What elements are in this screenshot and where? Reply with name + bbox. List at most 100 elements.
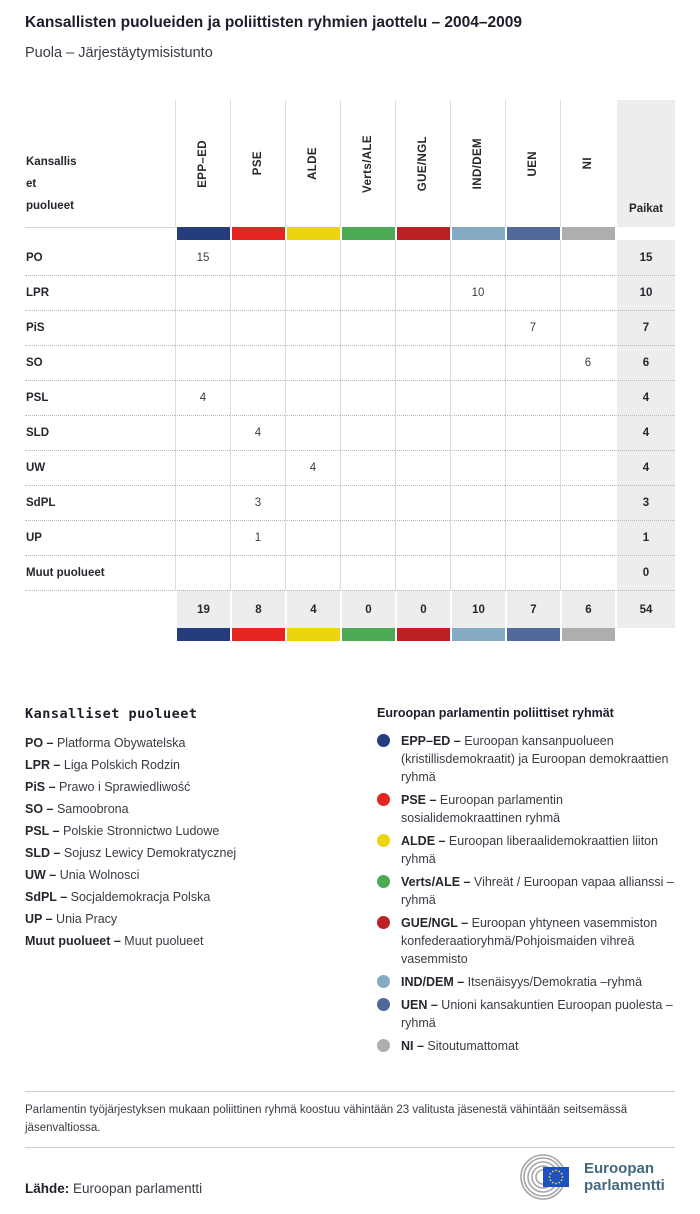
group-color-dot-icon: [377, 916, 390, 929]
seat-cell-EPP–ED: [175, 555, 230, 590]
seat-cell-EPP–ED: [175, 275, 230, 310]
seat-cell-Verts/ALE: [340, 450, 395, 485]
seat-cell-IND/DEM: [450, 380, 505, 415]
national-parties-legend-items: PO – Platforma Obywatelska LPR – Liga Pol…: [25, 732, 365, 952]
seat-cell-NI: [560, 275, 615, 310]
party-legend-item: UP – Unia Pracy: [25, 912, 118, 926]
row-label: SO: [25, 345, 175, 380]
seats-column-block: [615, 227, 675, 240]
seat-cell-NI: 6: [560, 345, 615, 380]
seat-cell-EPP–ED: [175, 485, 230, 520]
seat-cell-UEN: [505, 520, 560, 555]
group-legend-text: PSE – Euroopan parlamentin sosialidemokr…: [401, 793, 563, 825]
group-legend-item: ALDE – Euroopan liberaalidemokraattien l…: [377, 832, 677, 868]
group-color-dot-icon: [377, 834, 390, 847]
seat-cell-GUE/NGL: [395, 555, 450, 590]
group-legend-item: NI – Sitoutumattomat: [377, 1037, 677, 1055]
seat-cell-Verts/ALE: [340, 380, 395, 415]
group-legend-text: IND/DEM – Itsenäisyys/Demokratia –ryhmä: [401, 975, 643, 989]
seat-cell-ALDE: [285, 520, 340, 555]
seat-distribution-table: Kansallis et puolueet EPP–ED PSE ALDE Verts/AL…: [25, 100, 675, 641]
party-legend-item: Muut puolueet – Muut puolueet: [25, 934, 204, 948]
totals-row-spacer: [25, 590, 175, 628]
row-total: 4: [615, 415, 675, 450]
column-header-IND/DEM: IND/DEM: [450, 100, 505, 227]
seat-cell-Verts/ALE: [340, 240, 395, 275]
row-label: Muut puolueet: [25, 555, 175, 590]
group-color-dot-icon: [377, 793, 390, 806]
row-label: SLD: [25, 415, 175, 450]
seat-cell-IND/DEM: [450, 555, 505, 590]
seat-cell-UEN: [505, 555, 560, 590]
table-row-header: Kansallis et puolueet: [26, 156, 77, 212]
seat-cell-EPP–ED: 15: [175, 240, 230, 275]
seat-cell-Verts/ALE: [340, 275, 395, 310]
seat-cell-IND/DEM: [450, 485, 505, 520]
seat-cell-IND/DEM: [450, 415, 505, 450]
seat-cell-UEN: [505, 415, 560, 450]
bar-row-spacer: [25, 227, 175, 240]
group-color-bar-IND/DEM: [450, 628, 505, 641]
row-label: UW: [25, 450, 175, 485]
seat-cell-ALDE: [285, 380, 340, 415]
group-legend-item: GUE/NGL – Euroopan yhtyneen vasemmiston …: [377, 914, 677, 968]
seat-cell-ALDE: [285, 240, 340, 275]
seat-cell-IND/DEM: [450, 520, 505, 555]
seat-cell-PSE: 1: [230, 520, 285, 555]
seat-cell-PSE: [230, 275, 285, 310]
group-color-bar-GUE/NGL: [395, 628, 450, 641]
group-legend-text: ALDE – Euroopan liberaalidemokraattien l…: [401, 834, 659, 866]
group-legend-item: Verts/ALE – Vihreät / Euroopan vapaa all…: [377, 873, 677, 909]
group-color-bar-PSE: [230, 227, 285, 240]
column-header-Verts/ALE: Verts/ALE: [340, 100, 395, 227]
column-header-UEN: UEN: [505, 100, 560, 227]
party-legend-item: SLD – Sojusz Lewicy Demokratycznej: [25, 846, 237, 860]
seats-column-block: [615, 628, 675, 641]
group-color-bar-PSE: [230, 628, 285, 641]
group-color-bar-NI: [560, 628, 615, 641]
seat-cell-GUE/NGL: [395, 415, 450, 450]
seat-cell-NI: [560, 450, 615, 485]
logo-wordmark-line2: parlamentti: [584, 1177, 665, 1194]
seat-cell-Verts/ALE: [340, 310, 395, 345]
seat-cell-GUE/NGL: [395, 520, 450, 555]
group-color-dot-icon: [377, 1039, 390, 1052]
row-total: 6: [615, 345, 675, 380]
row-label: PSL: [25, 380, 175, 415]
logo-wordmark-line1: Euroopan: [584, 1160, 654, 1177]
group-color-dot-icon: [377, 875, 390, 888]
group-total-GUE/NGL: 0: [395, 590, 450, 628]
political-groups-legend-heading: Euroopan parlamentin poliittiset ryhmät: [377, 706, 614, 720]
source-label: Lähde:: [25, 1181, 70, 1196]
group-total-EPP–ED: 19: [175, 590, 230, 628]
seat-cell-UEN: [505, 345, 560, 380]
divider-line: [25, 1147, 675, 1148]
source-line: Lähde: Euroopan parlamentti: [25, 1181, 202, 1196]
row-total: 4: [615, 450, 675, 485]
seat-cell-IND/DEM: [450, 450, 505, 485]
seat-cell-EPP–ED: [175, 345, 230, 380]
seat-cell-PSE: [230, 380, 285, 415]
party-legend-item: UW – Unia Wolnosci: [25, 868, 140, 882]
seat-cell-GUE/NGL: [395, 310, 450, 345]
seat-cell-GUE/NGL: [395, 345, 450, 380]
seat-cell-UEN: [505, 240, 560, 275]
group-color-dot-icon: [377, 975, 390, 988]
national-parties-legend: Kansalliset puolueet PO – Platforma Obyw…: [25, 706, 365, 952]
seat-cell-EPP–ED: [175, 415, 230, 450]
seat-cell-NI: [560, 240, 615, 275]
group-total-NI: 6: [560, 590, 615, 628]
seat-cell-Verts/ALE: [340, 555, 395, 590]
seat-cell-UEN: [505, 450, 560, 485]
footnote: Parlamentin työjärjestyksen mukaan polii…: [25, 1104, 628, 1134]
seat-cell-ALDE: 4: [285, 450, 340, 485]
eu-flag-stars-icon: [548, 1169, 564, 1185]
political-groups-legend-items: EPP–ED – Euroopan kansanpuolueen (kristi…: [377, 732, 677, 1055]
seat-cell-UEN: [505, 380, 560, 415]
row-label: PO: [26, 251, 43, 264]
group-color-bar-UEN: [505, 227, 560, 240]
group-color-bar-EPP–ED: [175, 628, 230, 641]
seat-cell-IND/DEM: [450, 345, 505, 380]
group-color-dot-icon: [377, 998, 390, 1011]
group-legend-text: EPP–ED – Euroopan kansanpuolueen (kristi…: [401, 734, 669, 784]
